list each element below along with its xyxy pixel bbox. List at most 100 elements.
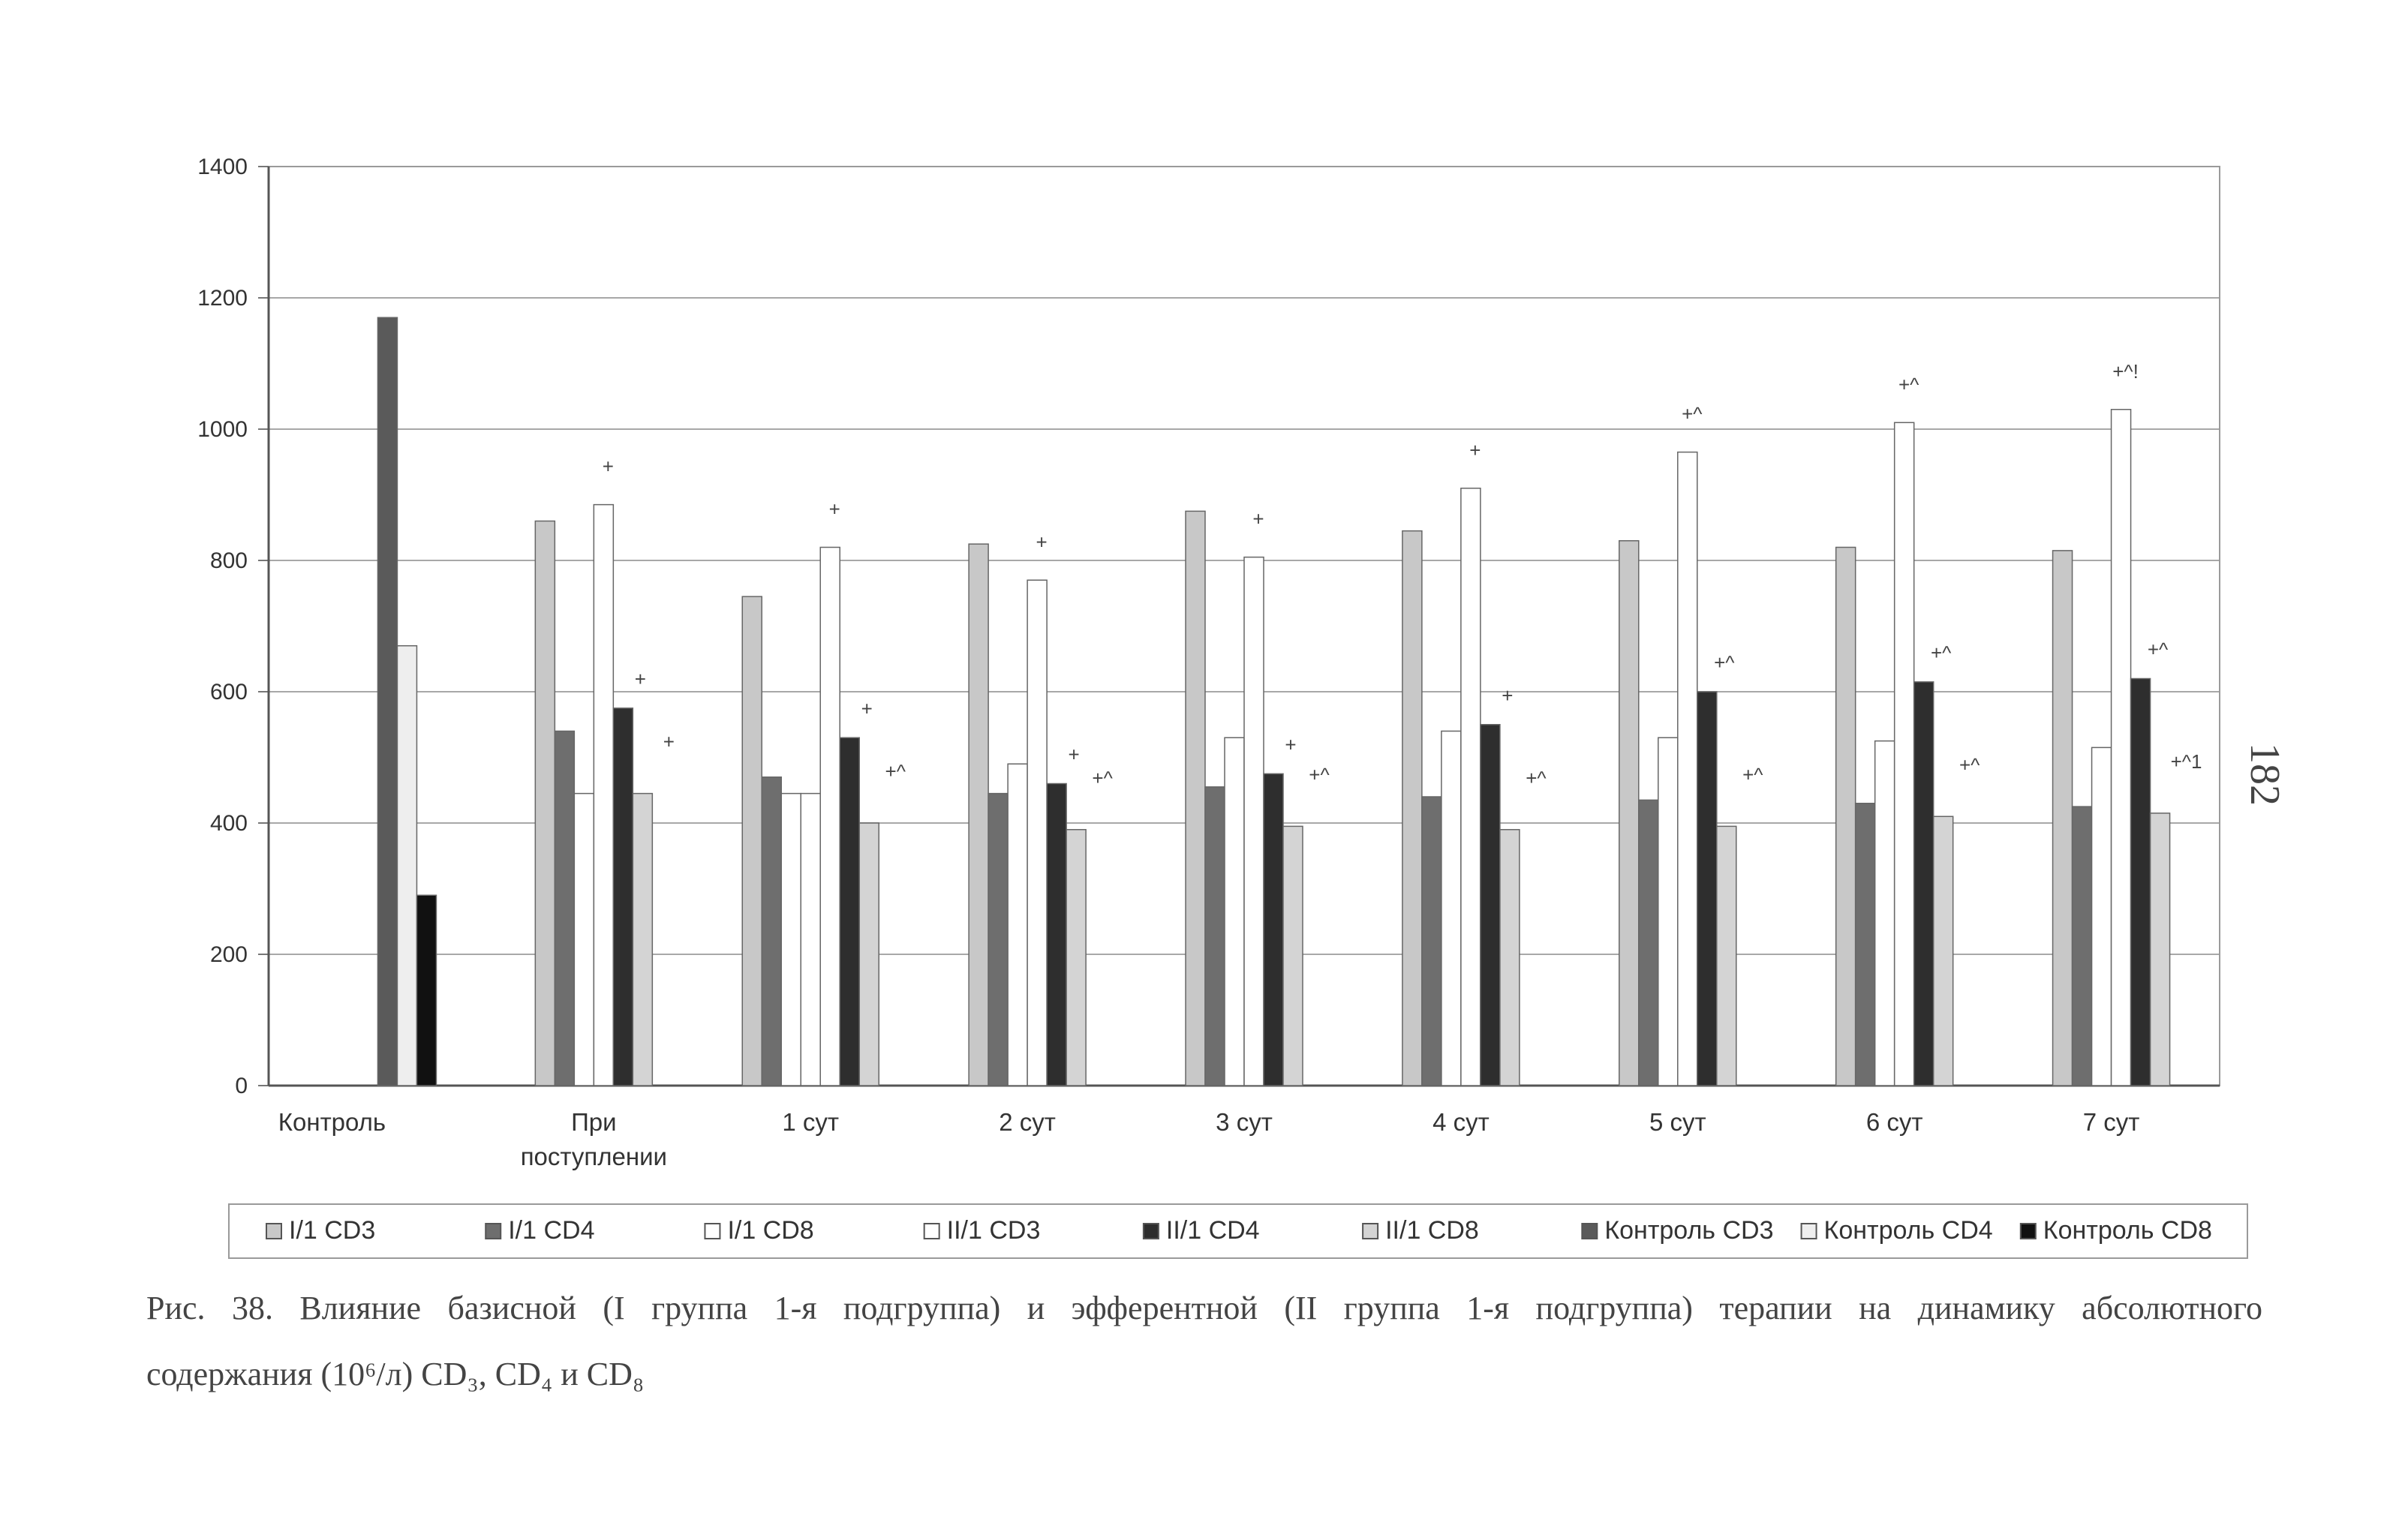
bar-i-1-cd3-cat-6: [1619, 540, 1640, 1086]
legend-label: II/1 CD4: [1166, 1216, 1260, 1245]
significance-annotation: +^!: [2112, 360, 2139, 383]
y-tick-label: 1400: [197, 155, 248, 179]
significance-annotation: +^: [1309, 763, 1330, 786]
legend-swatch: [1581, 1223, 1598, 1239]
y-tick-label: 1000: [197, 417, 248, 442]
significance-annotation: +: [1069, 743, 1080, 766]
bar-ii-1-cd4-cat-5: [1480, 724, 1501, 1086]
bar-ii-1-cd3-cat-8: [2110, 409, 2132, 1086]
category-labels: Контроль При поступлении 1 сут 2 сут 3 сут 4 с…: [278, 1108, 2140, 1170]
significance-annotation: +^1: [2171, 750, 2202, 773]
significance-annotation: +^: [1959, 753, 1980, 776]
legend-item: II/1 CD8: [1362, 1216, 1479, 1245]
legend-label: Контроль CD8: [2043, 1216, 2212, 1245]
bars: [377, 317, 2171, 1086]
figure-caption: Рис. 38. Влияние базисной (I группа 1-я …: [146, 1275, 2262, 1407]
x-category-label: поступлении: [521, 1143, 667, 1170]
significance-annotation: +^: [2148, 638, 2169, 661]
bar-ii-1-cd8-cat-3: [1066, 829, 1087, 1086]
bar-ii-1-cd4-cat-3: [1046, 783, 1067, 1086]
bar-i-1-cd8-cat-2: [800, 792, 821, 1086]
bar-ii-1-cd3-cat-7: [1893, 422, 1915, 1086]
page-number: 182: [2241, 743, 2288, 806]
x-category-label: Контроль: [278, 1108, 386, 1136]
bar-i-1-cd3-cat-8: [2052, 550, 2073, 1086]
bar-ii-1-cd8-cat-1: [632, 792, 654, 1086]
bar-контроль-cd8-cat-0: [416, 894, 437, 1086]
bar-ii-1-cd3-cat-1: [593, 503, 615, 1086]
x-category-label: 3 сут: [1216, 1108, 1273, 1136]
x-category-label: 1 сут: [782, 1108, 839, 1136]
bar-ii-1-cd3-cat-6: [1677, 451, 1698, 1086]
legend-item: II/1 CD4: [1142, 1216, 1260, 1245]
bar-i-1-cd4-cat-7: [1854, 803, 1876, 1086]
bar-ii-1-cd3-cat-5: [1460, 488, 1481, 1086]
legend-label: Контроль CD3: [1604, 1216, 1773, 1245]
significance-annotation: +^: [1714, 651, 1735, 674]
bar-ii-1-cd4-cat-8: [2130, 677, 2151, 1086]
bar-i-1-cd3-cat-5: [1402, 530, 1423, 1086]
legend-swatch: [1800, 1223, 1817, 1239]
legend-item: I/1 CD3: [266, 1216, 375, 1245]
bar-ii-1-cd4-cat-7: [1913, 681, 1935, 1086]
legend-label: II/1 CD3: [947, 1216, 1041, 1245]
bar-i-1-cd3-cat-1: [534, 520, 556, 1086]
bar-i-1-cd3-cat-3: [968, 543, 989, 1086]
significance-annotation: +^: [1526, 767, 1547, 789]
legend-swatch: [1362, 1223, 1379, 1239]
bar-контроль-cd4-cat-0: [396, 645, 418, 1086]
bar-i-1-cd4-cat-6: [1638, 799, 1659, 1086]
significance-annotation: +: [1252, 508, 1264, 530]
x-category-label: 4 сут: [1432, 1108, 1490, 1136]
significance-annotation: +^: [885, 760, 906, 783]
bar-i-1-cd4-cat-5: [1421, 796, 1442, 1086]
bar-extra-cat-7: [1874, 740, 1895, 1086]
legend-item: Контроль CD4: [1800, 1216, 1993, 1245]
bar-extra-cat-2: [780, 792, 801, 1086]
legend-item: II/1 CD3: [923, 1216, 1041, 1245]
x-category-label: 6 сут: [1866, 1108, 1923, 1136]
legend-swatch: [266, 1223, 282, 1239]
annotations: + + + + + +^ + + +^ + + +^ + + +^ +^ +^ +^ +^ +^ +^ +^! +^ +^1: [603, 360, 2202, 789]
y-tick-label: 200: [210, 942, 248, 967]
legend-label: Контроль CD4: [1824, 1216, 1993, 1245]
y-tick-label: 800: [210, 548, 248, 573]
bar-extra-cat-4: [1224, 737, 1245, 1086]
bar-i-1-cd3-cat-7: [1835, 546, 1856, 1086]
bar-i-1-cd4-cat-2: [761, 777, 782, 1086]
legend-item: I/1 CD4: [485, 1216, 594, 1245]
significance-annotation: +: [829, 498, 840, 521]
significance-annotation: +^: [1898, 373, 1919, 395]
bar-ii-1-cd8-cat-6: [1716, 825, 1737, 1086]
y-tick-label: 400: [210, 811, 248, 836]
legend-label: II/1 CD8: [1385, 1216, 1479, 1245]
significance-annotation: +: [663, 731, 675, 753]
bar-ii-1-cd8-cat-5: [1499, 829, 1520, 1086]
significance-annotation: +: [603, 455, 614, 478]
bar-extra-cat-8: [2091, 746, 2112, 1086]
x-category-label: 2 сут: [999, 1108, 1056, 1136]
y-tick-label: 1200: [197, 286, 248, 311]
significance-annotation: +^: [1931, 641, 1952, 664]
legend-swatch: [704, 1223, 721, 1239]
legend-item: Контроль CD3: [1581, 1216, 1773, 1245]
legend-swatch: [923, 1223, 940, 1239]
legend-item: I/1 CD8: [704, 1216, 814, 1245]
significance-annotation: +^: [1092, 767, 1113, 789]
bar-ii-1-cd4-cat-2: [839, 737, 860, 1086]
bar-i-1-cd8-cat-1: [573, 792, 595, 1086]
significance-annotation: +: [1502, 684, 1513, 707]
bar-ii-1-cd8-cat-4: [1282, 825, 1303, 1086]
bar-i-1-cd4-cat-4: [1204, 786, 1225, 1086]
bar-ii-1-cd8-cat-7: [1932, 816, 1954, 1086]
legend-swatch: [2019, 1223, 2037, 1239]
bar-i-1-cd3-cat-2: [741, 596, 762, 1086]
legend-label: I/1 CD4: [508, 1216, 594, 1245]
bar-extra-cat-3: [1007, 763, 1028, 1086]
legend-label: I/1 CD8: [727, 1216, 813, 1245]
bar-i-1-cd4-cat-3: [988, 792, 1009, 1086]
bar-i-1-cd3-cat-4: [1185, 510, 1206, 1086]
significance-annotation: +: [1285, 733, 1296, 755]
bar-ii-1-cd3-cat-2: [819, 546, 840, 1086]
legend-swatch: [1142, 1223, 1159, 1239]
